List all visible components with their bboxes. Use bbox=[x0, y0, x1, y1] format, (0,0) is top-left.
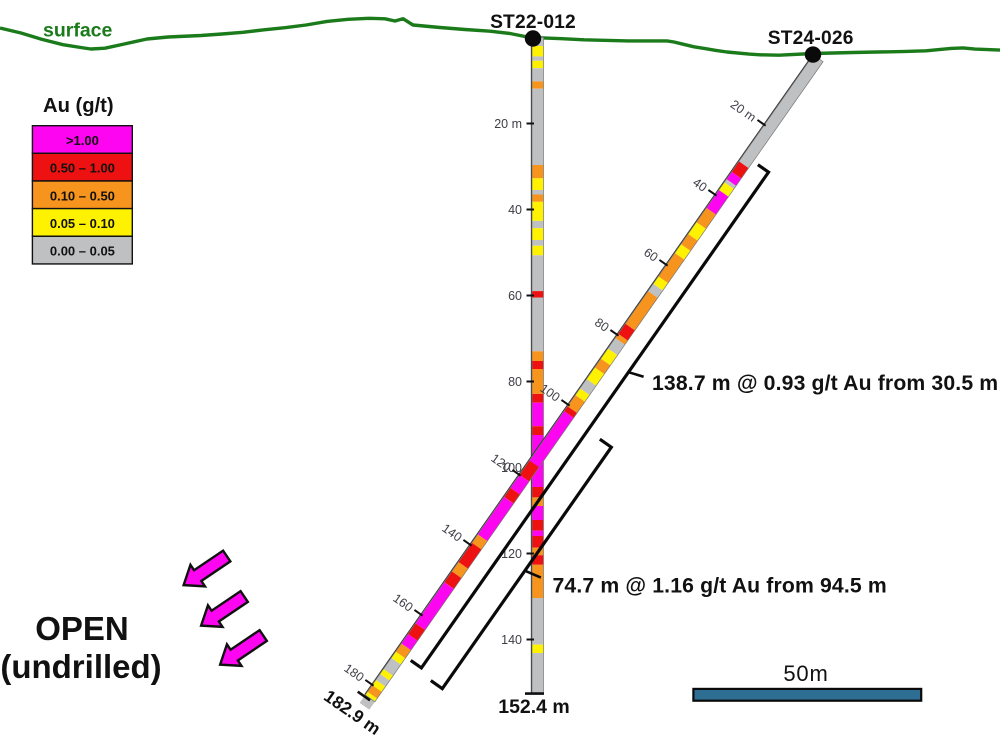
svg-text:20 m: 20 m bbox=[494, 117, 522, 131]
svg-text:>1.00: >1.00 bbox=[66, 133, 99, 148]
svg-text:0.00 – 0.05: 0.00 – 0.05 bbox=[50, 244, 115, 259]
svg-text:60: 60 bbox=[508, 289, 522, 303]
svg-text:40: 40 bbox=[508, 203, 522, 217]
svg-text:0.10 – 0.50: 0.10 – 0.50 bbox=[50, 188, 115, 203]
svg-text:40: 40 bbox=[690, 175, 709, 194]
svg-text:(undrilled): (undrilled) bbox=[0, 648, 161, 685]
svg-text:138.7 m @ 0.93 g/t Au from 30.: 138.7 m @ 0.93 g/t Au from 30.5 m bbox=[652, 372, 998, 395]
svg-text:Au (g/t): Au (g/t) bbox=[43, 95, 114, 117]
svg-text:0.05 – 0.10: 0.05 – 0.10 bbox=[50, 216, 115, 231]
svg-text:80: 80 bbox=[508, 375, 522, 389]
svg-text:80: 80 bbox=[592, 315, 611, 334]
svg-text:100: 100 bbox=[501, 461, 522, 475]
svg-text:ST22-012: ST22-012 bbox=[490, 12, 576, 33]
svg-text:surface: surface bbox=[43, 20, 113, 42]
svg-text:OPEN: OPEN bbox=[35, 610, 129, 647]
svg-text:140: 140 bbox=[501, 633, 522, 647]
svg-text:152.4 m: 152.4 m bbox=[498, 696, 570, 718]
svg-text:60: 60 bbox=[641, 245, 660, 264]
svg-text:120: 120 bbox=[501, 547, 522, 561]
svg-text:0.50 – 1.00: 0.50 – 1.00 bbox=[50, 161, 115, 176]
svg-text:50m: 50m bbox=[783, 661, 828, 686]
svg-text:74.7 m @ 1.16 g/t Au from 94.5: 74.7 m @ 1.16 g/t Au from 94.5 m bbox=[553, 575, 887, 598]
svg-text:ST24-026: ST24-026 bbox=[768, 28, 854, 49]
